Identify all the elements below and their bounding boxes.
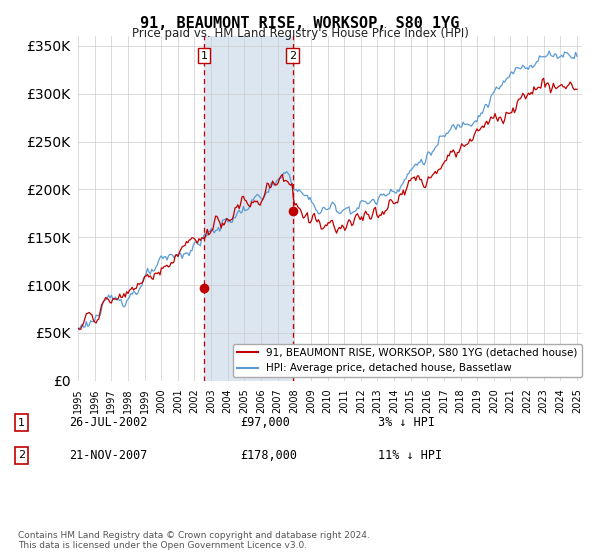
Text: 1: 1 — [200, 50, 208, 60]
Text: 11% ↓ HPI: 11% ↓ HPI — [378, 449, 442, 462]
Text: Contains HM Land Registry data © Crown copyright and database right 2024.
This d: Contains HM Land Registry data © Crown c… — [18, 530, 370, 550]
Text: 3% ↓ HPI: 3% ↓ HPI — [378, 416, 435, 430]
Text: 2: 2 — [289, 50, 296, 60]
Bar — [204, 36, 293, 381]
Text: 91, BEAUMONT RISE, WORKSOP, S80 1YG: 91, BEAUMONT RISE, WORKSOP, S80 1YG — [140, 16, 460, 31]
Text: 21-NOV-2007: 21-NOV-2007 — [69, 449, 148, 462]
Text: £178,000: £178,000 — [240, 449, 297, 462]
Legend: 91, BEAUMONT RISE, WORKSOP, S80 1YG (detached house), HPI: Average price, detach: 91, BEAUMONT RISE, WORKSOP, S80 1YG (det… — [233, 344, 582, 377]
Text: Price paid vs. HM Land Registry's House Price Index (HPI): Price paid vs. HM Land Registry's House … — [131, 27, 469, 40]
Text: 26-JUL-2002: 26-JUL-2002 — [69, 416, 148, 430]
Text: 2: 2 — [18, 450, 25, 460]
Text: 1: 1 — [18, 418, 25, 428]
Text: £97,000: £97,000 — [240, 416, 290, 430]
